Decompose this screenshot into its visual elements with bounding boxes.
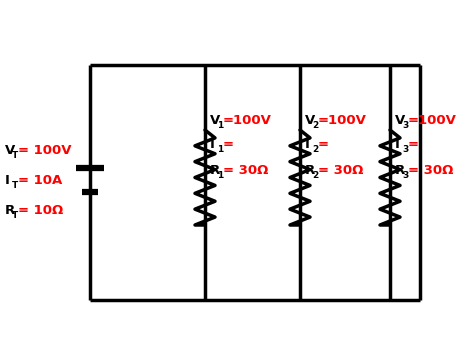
- Text: V: V: [305, 114, 315, 126]
- Text: = 30Ω: = 30Ω: [318, 164, 364, 176]
- Text: I: I: [305, 138, 310, 152]
- Text: 3: 3: [402, 120, 408, 130]
- Text: 2: 2: [312, 170, 318, 180]
- Text: V: V: [210, 114, 220, 126]
- Text: 1: 1: [217, 170, 223, 180]
- Text: 3: 3: [402, 170, 408, 180]
- Text: = 100V: = 100V: [18, 143, 72, 157]
- Text: =100V: =100V: [318, 114, 367, 126]
- Text: R: R: [210, 164, 220, 176]
- Text: I: I: [210, 138, 215, 152]
- Text: 2: 2: [312, 120, 318, 130]
- Text: = 30Ω: = 30Ω: [408, 164, 453, 176]
- Text: T: T: [12, 151, 18, 159]
- Text: = 10A: = 10A: [18, 174, 62, 186]
- Text: V: V: [395, 114, 405, 126]
- Text: I: I: [395, 138, 400, 152]
- Text: R: R: [305, 164, 315, 176]
- Text: 3: 3: [402, 146, 408, 154]
- Text: R: R: [5, 203, 15, 217]
- Text: =100V: =100V: [408, 114, 457, 126]
- Text: 2: 2: [312, 146, 318, 154]
- Text: = 10Ω: = 10Ω: [18, 203, 63, 217]
- Text: T: T: [12, 180, 18, 190]
- Text: 1: 1: [217, 146, 223, 154]
- Text: 1: 1: [217, 120, 223, 130]
- Text: V: V: [5, 143, 15, 157]
- Text: T: T: [12, 211, 18, 219]
- Text: R: R: [395, 164, 405, 176]
- Text: =100V: =100V: [223, 114, 272, 126]
- Text: I: I: [5, 174, 10, 186]
- Text: =: =: [318, 138, 329, 152]
- Text: =: =: [223, 138, 234, 152]
- Text: =: =: [408, 138, 419, 152]
- Text: = 30Ω: = 30Ω: [223, 164, 268, 176]
